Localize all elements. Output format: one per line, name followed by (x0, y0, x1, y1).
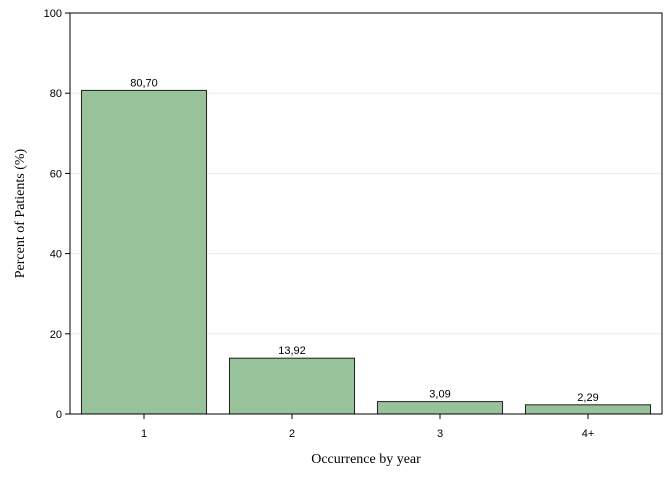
y-tick-label: 0 (56, 409, 62, 421)
x-tick-label: 3 (437, 428, 443, 440)
data-label: 13,92 (278, 345, 306, 357)
y-tick-label: 80 (50, 88, 62, 100)
x-tick-label: 1 (141, 428, 147, 440)
bar (80, 89, 208, 415)
bar (376, 401, 504, 415)
x-axis: 1 2 3 4+ (141, 414, 594, 440)
y-tick-label: 60 (50, 168, 62, 180)
x-axis-title: Occurrence by year (311, 452, 421, 467)
plot-frame (69, 12, 663, 415)
y-axis: 0 20 40 60 80 100 (44, 8, 70, 421)
y-tick-label: 100 (44, 8, 62, 20)
bar (524, 404, 652, 415)
x-tick-label: 4+ (582, 428, 595, 440)
x-tick-label: 2 (289, 428, 295, 440)
data-label: 80,70 (130, 77, 158, 89)
y-axis-title: Percent of Patients (%) (13, 148, 28, 278)
bar (228, 357, 356, 415)
y-tick-label: 40 (50, 249, 62, 261)
y-tick-label: 20 (50, 329, 62, 341)
data-label: 2,29 (577, 392, 598, 404)
data-labels: 80,70 13,92 3,09 2,29 (130, 77, 598, 403)
data-label: 3,09 (429, 389, 450, 401)
bars (80, 89, 652, 415)
